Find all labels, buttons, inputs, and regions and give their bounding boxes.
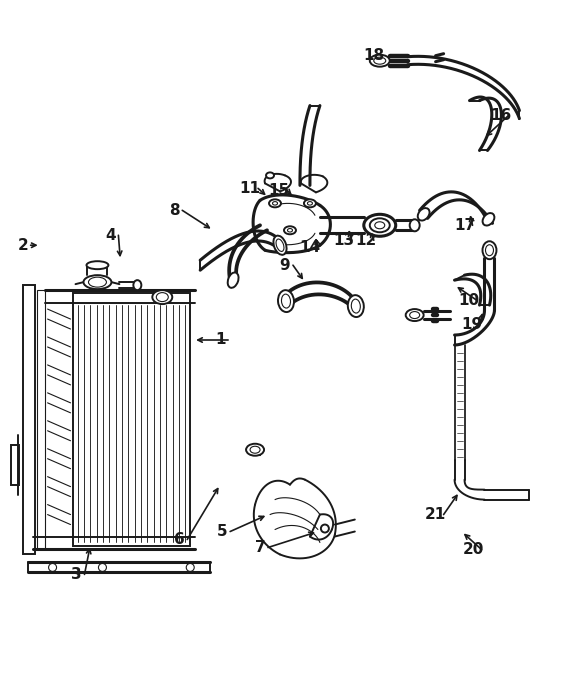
Text: 15: 15: [269, 183, 289, 198]
Text: 9: 9: [280, 258, 291, 273]
Ellipse shape: [406, 309, 423, 321]
Text: 3: 3: [71, 567, 82, 582]
Text: 7: 7: [254, 540, 265, 555]
Ellipse shape: [83, 275, 111, 289]
Ellipse shape: [227, 273, 239, 288]
Ellipse shape: [307, 201, 312, 205]
Ellipse shape: [374, 57, 386, 64]
Ellipse shape: [269, 199, 281, 207]
Ellipse shape: [288, 228, 292, 232]
Ellipse shape: [246, 444, 264, 456]
Ellipse shape: [410, 311, 419, 318]
Text: 14: 14: [300, 240, 320, 255]
Text: 10: 10: [458, 292, 479, 307]
Ellipse shape: [364, 214, 396, 236]
Text: 2: 2: [17, 238, 28, 253]
Bar: [23, 285, 34, 554]
Ellipse shape: [250, 446, 260, 454]
Ellipse shape: [482, 241, 497, 259]
Ellipse shape: [482, 213, 494, 226]
Bar: [73, 293, 190, 547]
Text: 12: 12: [355, 233, 377, 248]
Ellipse shape: [88, 277, 106, 287]
Ellipse shape: [278, 290, 294, 312]
Text: 5: 5: [217, 524, 227, 539]
Text: 6: 6: [174, 532, 185, 547]
Ellipse shape: [351, 299, 360, 313]
Ellipse shape: [153, 290, 172, 304]
Text: 17: 17: [454, 218, 475, 233]
Text: 4: 4: [105, 228, 116, 243]
Text: 1: 1: [215, 333, 225, 347]
Text: 21: 21: [425, 507, 446, 522]
Text: 11: 11: [240, 181, 261, 196]
Text: 18: 18: [363, 48, 385, 63]
Ellipse shape: [87, 261, 109, 269]
Ellipse shape: [410, 219, 419, 231]
Ellipse shape: [375, 222, 385, 228]
Ellipse shape: [133, 280, 141, 290]
Ellipse shape: [485, 245, 494, 256]
Bar: [37, 290, 44, 549]
Ellipse shape: [348, 295, 364, 317]
Ellipse shape: [304, 199, 316, 207]
Text: 20: 20: [463, 542, 484, 557]
Ellipse shape: [276, 239, 284, 252]
Bar: [11, 445, 19, 485]
Ellipse shape: [370, 218, 390, 233]
Ellipse shape: [418, 208, 430, 220]
Ellipse shape: [370, 54, 390, 67]
Ellipse shape: [272, 201, 278, 205]
Text: 16: 16: [490, 108, 511, 123]
Circle shape: [267, 173, 272, 178]
Text: 8: 8: [169, 203, 180, 218]
Ellipse shape: [266, 173, 274, 178]
Text: 13: 13: [333, 233, 354, 248]
Ellipse shape: [284, 226, 296, 235]
Text: 19: 19: [461, 316, 482, 332]
Ellipse shape: [157, 292, 168, 302]
Ellipse shape: [282, 294, 291, 308]
Ellipse shape: [274, 236, 287, 255]
